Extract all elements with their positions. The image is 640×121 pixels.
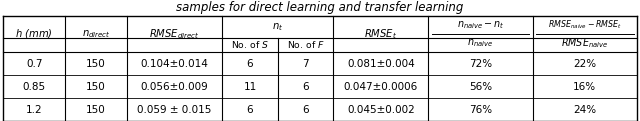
Text: 7: 7 [302, 59, 309, 68]
Text: $RMSE_{naive}$: $RMSE_{naive}$ [561, 36, 609, 50]
Text: 150: 150 [86, 59, 106, 68]
Text: $n_{direct}$: $n_{direct}$ [82, 28, 111, 40]
Text: 11: 11 [243, 82, 257, 91]
Text: 6: 6 [246, 59, 253, 68]
Text: $h$ (mm): $h$ (mm) [15, 27, 53, 40]
Text: 24%: 24% [573, 105, 596, 114]
Text: 6: 6 [246, 105, 253, 114]
Text: 72%: 72% [469, 59, 492, 68]
Text: 16%: 16% [573, 82, 596, 91]
Text: $n_{naive}$: $n_{naive}$ [467, 37, 493, 49]
Text: 1.2: 1.2 [26, 105, 42, 114]
Text: samples for direct learning and transfer learning: samples for direct learning and transfer… [176, 1, 464, 14]
Text: $RMSE_t$: $RMSE_t$ [364, 27, 397, 41]
Text: 76%: 76% [469, 105, 492, 114]
Text: 0.047±0.0006: 0.047±0.0006 [344, 82, 418, 91]
Text: 0.059 ± 0.015: 0.059 ± 0.015 [138, 105, 212, 114]
Text: 0.056±0.009: 0.056±0.009 [141, 82, 209, 91]
Text: $n_t$: $n_t$ [272, 21, 284, 33]
Text: 6: 6 [302, 82, 309, 91]
Text: $RMSE_{direct}$: $RMSE_{direct}$ [149, 27, 200, 41]
Text: 0.104±0.014: 0.104±0.014 [141, 59, 209, 68]
Text: No. of $S$: No. of $S$ [231, 39, 269, 50]
Text: 150: 150 [86, 105, 106, 114]
Text: 0.045±0.002: 0.045±0.002 [347, 105, 415, 114]
Text: 22%: 22% [573, 59, 596, 68]
Text: 6: 6 [302, 105, 309, 114]
Text: $RMSE_{naive}-RMSE_t$: $RMSE_{naive}-RMSE_t$ [548, 19, 621, 31]
Text: 0.081±0.004: 0.081±0.004 [347, 59, 415, 68]
Text: 56%: 56% [469, 82, 492, 91]
Text: $n_{naive}-n_t$: $n_{naive}-n_t$ [457, 19, 504, 31]
Text: No. of $F$: No. of $F$ [287, 39, 324, 50]
Text: 150: 150 [86, 82, 106, 91]
Text: 0.85: 0.85 [22, 82, 45, 91]
Text: 0.7: 0.7 [26, 59, 42, 68]
